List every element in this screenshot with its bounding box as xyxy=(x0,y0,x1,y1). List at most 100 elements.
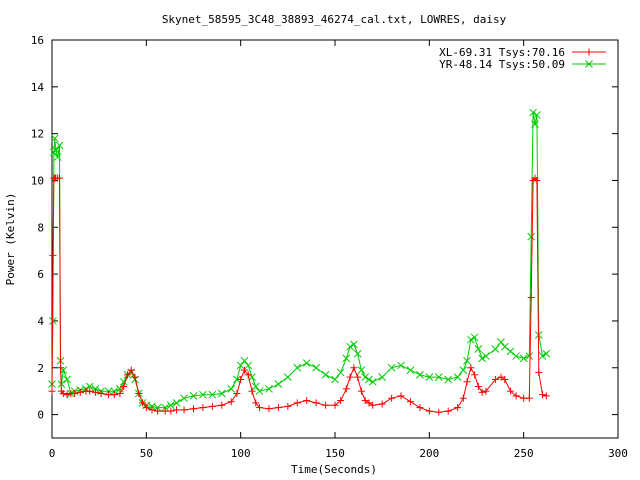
data-point xyxy=(55,141,64,150)
data-point xyxy=(123,371,131,379)
data-point xyxy=(97,390,105,398)
x-tick-label: 150 xyxy=(325,447,345,460)
data-point xyxy=(86,387,94,395)
data-point xyxy=(283,373,292,381)
data-point xyxy=(240,366,248,374)
data-point xyxy=(444,407,452,415)
data-point xyxy=(406,398,414,406)
series-2 xyxy=(48,108,551,412)
data-point xyxy=(470,333,479,342)
data-point xyxy=(365,399,373,407)
data-point xyxy=(506,347,515,356)
data-point xyxy=(189,392,198,400)
data-point xyxy=(312,363,320,372)
y-axis: 0 2 4 6 8 10 12 14 16 xyxy=(31,34,618,422)
data-point xyxy=(56,364,64,372)
data-point xyxy=(142,404,150,412)
data-point xyxy=(199,404,207,412)
data-point xyxy=(463,356,471,365)
data-point xyxy=(512,392,520,400)
data-point xyxy=(252,399,260,407)
data-point xyxy=(172,399,181,407)
data-point xyxy=(312,399,320,407)
data-point xyxy=(478,354,487,363)
legend-marker xyxy=(585,60,593,68)
data-point xyxy=(501,375,509,383)
data-point xyxy=(435,408,443,416)
y-tick-label: 12 xyxy=(31,128,44,141)
data-point xyxy=(48,387,56,395)
data-point xyxy=(342,385,350,393)
data-point xyxy=(131,373,139,381)
data-point xyxy=(148,406,156,414)
data-point xyxy=(471,371,479,379)
legend-label: XL-69.31 Tsys:70.16 xyxy=(439,46,565,59)
data-point xyxy=(173,406,181,414)
data-point xyxy=(474,382,482,390)
data-point xyxy=(76,388,84,396)
data-point xyxy=(512,352,520,360)
data-point xyxy=(459,366,468,374)
data-point xyxy=(336,368,345,377)
data-point xyxy=(361,373,370,381)
x-tick-label: 300 xyxy=(608,447,628,460)
data-point xyxy=(342,354,351,363)
data-point xyxy=(434,373,443,381)
data-point xyxy=(491,375,499,383)
legend-label: YR-48.14 Tsys:50.09 xyxy=(439,58,565,71)
data-point xyxy=(346,342,354,351)
data-point xyxy=(217,389,226,398)
data-point xyxy=(353,349,362,358)
data-point xyxy=(255,387,264,396)
data-point xyxy=(368,377,377,386)
data-point xyxy=(463,378,471,386)
x-tick-label: 250 xyxy=(514,447,534,460)
y-tick-label: 10 xyxy=(31,174,44,187)
data-point xyxy=(51,146,60,154)
data-point xyxy=(538,352,547,360)
data-point xyxy=(167,401,175,410)
data-point xyxy=(357,387,365,395)
series-layer xyxy=(48,108,551,416)
data-point xyxy=(190,405,197,413)
data-point xyxy=(454,404,462,412)
x-tick-label: 0 xyxy=(49,447,56,460)
data-point xyxy=(233,375,241,384)
data-point xyxy=(535,368,543,376)
data-point xyxy=(50,134,59,143)
x-axis-label: Time(Seconds) xyxy=(291,463,377,476)
data-point xyxy=(251,382,260,391)
data-point xyxy=(365,375,373,384)
data-point xyxy=(302,359,311,367)
data-point xyxy=(63,375,71,384)
data-point xyxy=(527,294,535,302)
data-point xyxy=(56,174,64,182)
legend-marker xyxy=(585,48,593,56)
data-point xyxy=(180,394,188,403)
data-point xyxy=(474,345,483,353)
data-point xyxy=(529,108,537,117)
data-point xyxy=(265,405,273,413)
data-point xyxy=(85,382,94,391)
data-point xyxy=(293,363,302,372)
data-point xyxy=(459,394,467,402)
data-point xyxy=(425,373,434,381)
data-point xyxy=(167,407,175,415)
data-point xyxy=(139,399,147,407)
data-point xyxy=(244,361,253,370)
data-point xyxy=(525,394,533,402)
data-point xyxy=(237,375,245,383)
x-axis: 0 50 100 150 200 250 300 xyxy=(49,40,628,460)
data-point xyxy=(482,352,490,360)
data-point xyxy=(506,387,514,395)
y-tick-label: 4 xyxy=(37,315,44,328)
data-point xyxy=(406,366,415,374)
y-tick-label: 14 xyxy=(31,81,45,94)
data-point xyxy=(256,404,264,412)
data-point xyxy=(110,391,118,399)
data-point xyxy=(491,345,500,353)
data-point xyxy=(397,392,405,400)
data-point xyxy=(500,342,509,351)
